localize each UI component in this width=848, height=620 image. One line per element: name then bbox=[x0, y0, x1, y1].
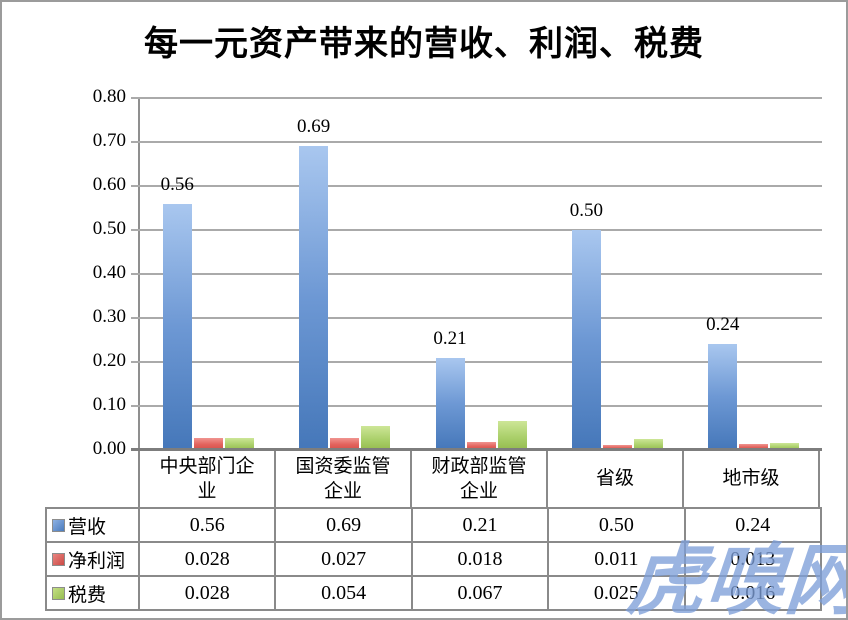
legend-cell-tax: 税费 bbox=[47, 577, 138, 609]
legend-label-tax: 税费 bbox=[68, 584, 107, 606]
category-label-1: 中央部门企业 bbox=[138, 450, 274, 507]
value-net-profit-4: 0.011 bbox=[547, 543, 683, 575]
legend-label-revenue: 营收 bbox=[68, 516, 107, 538]
gridline-0.00 bbox=[131, 448, 822, 451]
legend-swatch-revenue bbox=[52, 518, 65, 532]
y-axis-label: 0.30 bbox=[92, 306, 126, 327]
gridline-0.50 bbox=[131, 229, 822, 231]
value-tax-5: 0.016 bbox=[683, 577, 820, 609]
gridline-0.80 bbox=[131, 97, 822, 99]
bar-revenue-5 bbox=[708, 344, 738, 450]
bar-tax-2 bbox=[361, 426, 391, 450]
chart-title: 每一元资产带来的营收、利润、税费 bbox=[144, 26, 704, 63]
category-header-row: 中央部门企业 国资委监管企业 财政部监管企业 省级 地市级 bbox=[138, 450, 820, 507]
bar-revenue-3 bbox=[435, 357, 465, 450]
bar-tax-5 bbox=[770, 442, 800, 450]
legend-label-net-profit: 净利润 bbox=[68, 550, 126, 572]
gridline-0.10 bbox=[131, 405, 822, 407]
y-axis-label: 0.40 bbox=[92, 262, 126, 283]
legend-cell-revenue: 营收 bbox=[47, 509, 138, 541]
value-net-profit-3: 0.018 bbox=[410, 543, 547, 575]
legend-swatch-net-profit bbox=[52, 552, 65, 566]
legend-cell-net-profit: 净利润 bbox=[47, 543, 138, 575]
data-table: 营收 0.56 0.69 0.21 0.50 0.24 净利润 0.028 0.027 0.018… bbox=[45, 507, 822, 611]
y-axis: 0.00 0.10 0.20 0.30 0.40 0.50 0.60 0.70 0.80 bbox=[32, 86, 126, 459]
legend-swatch-tax bbox=[52, 586, 65, 600]
bar-tax-4 bbox=[633, 439, 663, 450]
bar-revenue-2 bbox=[299, 146, 329, 450]
gridline-0.60 bbox=[131, 185, 822, 187]
value-tax-2: 0.054 bbox=[274, 577, 410, 609]
value-revenue-2: 0.69 bbox=[274, 509, 410, 541]
y-axis-label: 0.20 bbox=[92, 350, 126, 371]
value-net-profit-2: 0.027 bbox=[274, 543, 410, 575]
value-revenue-1: 0.56 bbox=[138, 509, 274, 541]
value-tax-1: 0.028 bbox=[138, 577, 274, 609]
bar-net-profit-5 bbox=[739, 444, 769, 450]
table-row-net-profit: 净利润 0.028 0.027 0.018 0.011 0.013 bbox=[47, 541, 820, 575]
bar-net-profit-4 bbox=[602, 445, 632, 450]
y-axis-label: 0.70 bbox=[92, 130, 126, 151]
table-row-tax: 税费 0.028 0.054 0.067 0.025 0.016 bbox=[47, 575, 820, 609]
category-label-3: 财政部监管企业 bbox=[410, 450, 546, 507]
y-axis-label: 0.60 bbox=[92, 174, 126, 195]
gridline-0.30 bbox=[131, 317, 822, 319]
category-label-5: 地市级 bbox=[682, 450, 820, 507]
plot-area: 0.56 0.69 0.21 0.50 0.24 bbox=[131, 97, 822, 451]
bar-value-label-2: 0.69 bbox=[296, 116, 331, 138]
gridline-0.70 bbox=[131, 141, 822, 143]
bar-value-label-1: 0.56 bbox=[160, 173, 194, 195]
bar-net-profit-2 bbox=[330, 438, 360, 450]
y-axis-label: 0.10 bbox=[92, 394, 126, 415]
value-net-profit-1: 0.028 bbox=[138, 543, 274, 575]
bar-net-profit-3 bbox=[466, 442, 496, 450]
y-axis-label: 0.80 bbox=[92, 86, 126, 107]
bar-value-label-5: 0.24 bbox=[706, 314, 740, 336]
bar-net-profit-1 bbox=[193, 437, 223, 450]
bar-value-label-3: 0.21 bbox=[433, 327, 467, 349]
category-label-4: 省级 bbox=[546, 450, 682, 507]
gridline-0.40 bbox=[131, 273, 822, 275]
bar-tax-3 bbox=[497, 420, 527, 450]
y-axis-label: 0.50 bbox=[92, 218, 126, 239]
category-label-2: 国资委监管企业 bbox=[274, 450, 410, 507]
value-revenue-4: 0.50 bbox=[547, 509, 683, 541]
gridline-0.20 bbox=[131, 361, 822, 363]
value-tax-4: 0.025 bbox=[547, 577, 683, 609]
bar-revenue-4 bbox=[571, 230, 601, 450]
y-axis-label: 0.00 bbox=[92, 438, 126, 459]
value-revenue-5: 0.24 bbox=[683, 509, 820, 541]
bar-revenue-1 bbox=[162, 203, 192, 450]
bar-tax-1 bbox=[224, 437, 254, 450]
value-net-profit-5: 0.013 bbox=[683, 543, 820, 575]
bar-value-label-4: 0.50 bbox=[569, 200, 604, 221]
value-tax-3: 0.067 bbox=[410, 577, 547, 609]
table-row-revenue: 营收 0.56 0.69 0.21 0.50 0.24 bbox=[47, 509, 820, 541]
value-revenue-3: 0.21 bbox=[410, 509, 547, 541]
